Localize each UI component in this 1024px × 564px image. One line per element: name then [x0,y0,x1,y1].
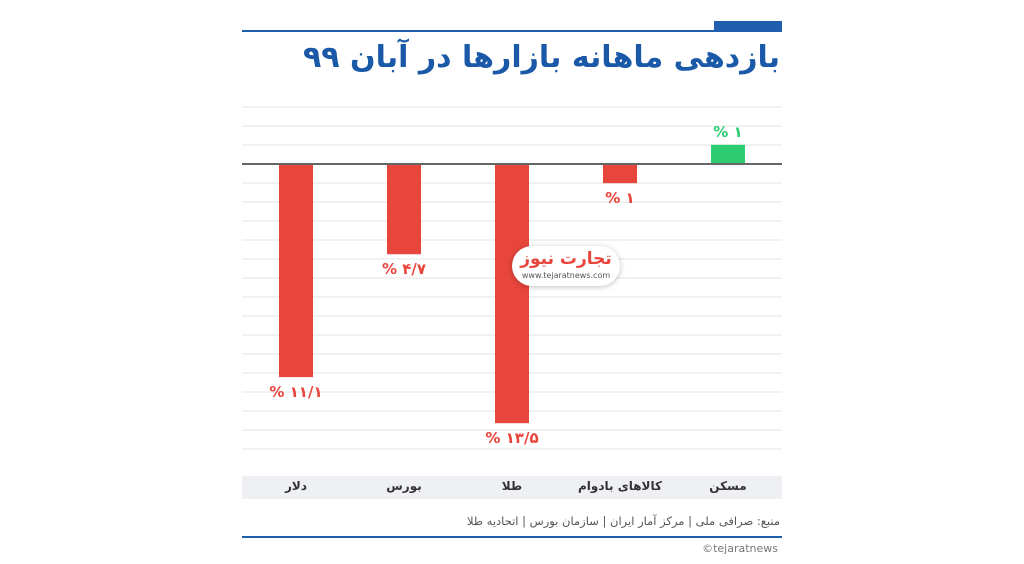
category-label-2: طلا [501,479,523,493]
category-label-3: کالاهای بادوام [578,479,662,493]
category-label-1: بورس [386,479,422,493]
header-accent-bar [714,21,782,31]
credit-text: ©tejaratnews [702,542,778,555]
data-label-2: ۱۳/۵ % [485,429,538,447]
category-label-4: مسکن [709,479,747,493]
logo-url: www.tejaratnews.com [521,271,611,280]
watermark-logo: تجارت نیوز www.tejaratnews.com [512,246,620,286]
logo-word: تجارت نیوز [520,249,612,269]
footer-rule [242,536,782,538]
data-label-0: ۱۱/۱ % [269,383,322,401]
bar-2 [495,164,529,424]
bar-4 [711,144,745,164]
bar-1 [387,164,421,255]
source-note: منبع: صرافی ملی | مرکز آمار ایران | سازم… [466,514,780,528]
category-band [242,476,782,499]
chart-title: بازدهی ماهانه بازارها در آبان ۹۹ [302,40,780,75]
bar-0 [279,164,313,378]
bar-3 [603,164,637,184]
data-label-4: ۱ % [713,123,742,141]
data-label-3: ۱ % [605,189,634,207]
data-label-1: ۴/۷ % [382,260,426,278]
header-rule [242,30,782,32]
category-label-0: دلار [284,479,307,493]
